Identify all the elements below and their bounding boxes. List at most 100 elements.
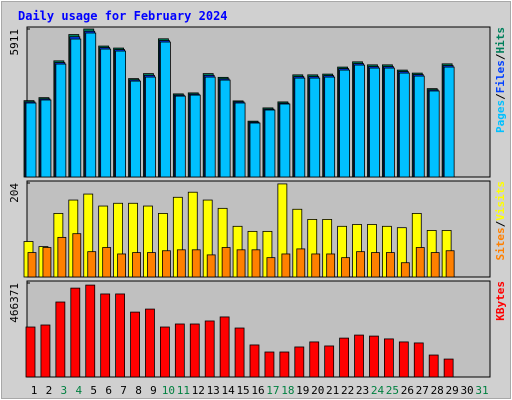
- legend-separator: /: [494, 220, 507, 227]
- x-tick-label: 3: [61, 384, 68, 397]
- x-tick-label: 16: [251, 384, 264, 397]
- bar: [102, 247, 112, 278]
- bar: [445, 250, 455, 278]
- legend-entry: KBytes: [494, 281, 507, 321]
- bar: [428, 90, 440, 178]
- legend-entry: Pages: [494, 100, 507, 133]
- x-tick-label: 19: [296, 384, 309, 397]
- bar: [221, 247, 231, 278]
- legend-separator: /: [494, 53, 507, 60]
- bar: [326, 253, 336, 278]
- y-tick-label: 204: [8, 183, 21, 203]
- x-tick-label: 13: [207, 384, 220, 397]
- bar: [174, 95, 186, 178]
- bar: [443, 66, 455, 178]
- bar: [204, 320, 215, 378]
- x-tick-label: 4: [75, 384, 82, 397]
- x-tick-label: 18: [281, 384, 294, 397]
- bar: [159, 326, 170, 378]
- legend-entry: Sites: [494, 227, 507, 260]
- bar: [296, 248, 306, 278]
- bar: [309, 77, 321, 178]
- legend-entry: Hits: [494, 27, 507, 54]
- bar: [145, 76, 156, 178]
- bar: [85, 32, 97, 178]
- x-tick-label: 14: [222, 384, 236, 397]
- bar: [398, 72, 410, 178]
- bar: [309, 341, 320, 378]
- bar: [311, 253, 321, 278]
- x-tick-label: 17: [266, 384, 279, 397]
- bar: [132, 252, 141, 278]
- bar: [25, 326, 36, 378]
- bar: [369, 67, 380, 178]
- bar: [219, 79, 231, 178]
- bar: [428, 354, 439, 378]
- bar: [85, 284, 96, 378]
- bar: [294, 346, 305, 378]
- bar: [369, 335, 379, 378]
- bar: [398, 341, 409, 378]
- bar: [130, 80, 141, 178]
- bar: [249, 122, 261, 178]
- bar: [249, 344, 260, 378]
- bar: [55, 63, 67, 178]
- bar: [324, 345, 335, 378]
- legend-entry: Files: [494, 60, 507, 93]
- x-tick-label: 27: [416, 384, 429, 397]
- bar: [324, 76, 336, 178]
- x-tick-label: 21: [326, 384, 339, 397]
- bar: [159, 41, 171, 178]
- bar: [430, 252, 440, 278]
- x-tick-label: 31: [475, 384, 488, 397]
- bar: [72, 233, 82, 278]
- bar: [40, 324, 51, 378]
- bar: [70, 287, 81, 378]
- bar: [70, 38, 82, 178]
- bar: [87, 251, 97, 278]
- bar: [413, 342, 424, 378]
- bar: [415, 247, 425, 278]
- bar: [204, 76, 216, 178]
- bar: [57, 236, 67, 278]
- legend-entry: Visits: [494, 181, 507, 221]
- bar: [189, 323, 200, 378]
- bar: [341, 257, 351, 278]
- x-tick-label: 15: [236, 384, 249, 397]
- chart-title: Daily usage for February 2024: [18, 9, 228, 23]
- bar: [130, 311, 140, 378]
- x-tick-label: 1: [31, 384, 38, 397]
- x-tick-label: 20: [311, 384, 324, 397]
- bar: [354, 64, 365, 178]
- legend: KBytes: [494, 281, 507, 321]
- x-tick-label: 25: [386, 384, 399, 397]
- x-tick-label: 2: [46, 384, 53, 397]
- bar: [236, 249, 246, 278]
- x-tick-label: 5: [90, 384, 97, 397]
- bar: [234, 327, 245, 378]
- bar: [383, 338, 394, 378]
- x-tick-label: 24: [371, 384, 385, 397]
- bar: [251, 249, 261, 278]
- bar: [234, 102, 246, 178]
- x-tick-label: 30: [460, 384, 473, 397]
- x-tick-label: 23: [356, 384, 369, 397]
- bar: [354, 334, 364, 378]
- bar: [55, 301, 66, 378]
- bar: [279, 103, 291, 178]
- x-tick-label: 6: [105, 384, 112, 397]
- bar: [443, 358, 454, 378]
- bar: [100, 293, 111, 378]
- legend: Pages/Files/Hits: [494, 27, 507, 133]
- bar: [191, 249, 201, 278]
- bar: [27, 252, 37, 278]
- bar: [266, 257, 276, 278]
- bar: [206, 254, 216, 278]
- bar: [174, 323, 185, 378]
- bar: [219, 316, 230, 378]
- bar: [294, 77, 306, 178]
- bar: [176, 249, 186, 278]
- legend-separator: /: [494, 93, 507, 100]
